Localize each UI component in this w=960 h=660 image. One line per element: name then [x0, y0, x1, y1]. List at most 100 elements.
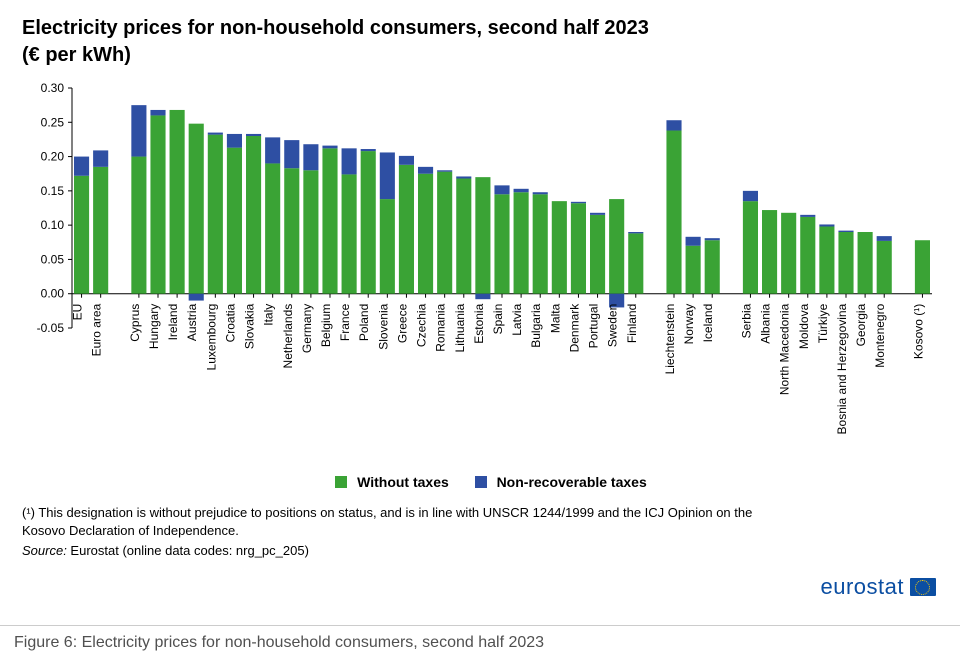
- bar-non-recoverable-taxes: [74, 157, 89, 176]
- bar-without-taxes: [170, 110, 185, 294]
- bar-non-recoverable-taxes: [208, 133, 223, 135]
- x-tick-label: Belgium: [319, 304, 333, 347]
- bar-without-taxes: [322, 148, 337, 293]
- y-tick-label: 0.15: [41, 184, 65, 198]
- x-tick-label: Czechia: [415, 303, 429, 347]
- bar-without-taxes: [456, 179, 471, 294]
- bar-without-taxes: [609, 199, 624, 294]
- bar-without-taxes: [74, 176, 89, 294]
- bar-without-taxes: [208, 135, 223, 294]
- x-tick-label: France: [338, 303, 352, 341]
- source-prefix: Source:: [22, 543, 70, 558]
- x-tick-label: Denmark: [567, 303, 581, 353]
- bar-without-taxes: [705, 240, 720, 293]
- bar-non-recoverable-taxes: [246, 134, 261, 136]
- bar-non-recoverable-taxes: [284, 140, 299, 168]
- x-tick-label: Euro area: [90, 303, 104, 356]
- bar-without-taxes: [475, 177, 490, 294]
- bar-without-taxes: [533, 194, 548, 293]
- bar-non-recoverable-taxes: [93, 150, 108, 166]
- x-tick-label: Montenegro: [873, 303, 887, 367]
- bar-without-taxes: [227, 148, 242, 294]
- bar-non-recoverable-taxes: [265, 137, 280, 163]
- bar-non-recoverable-taxes: [380, 152, 395, 199]
- bar-non-recoverable-taxes: [361, 149, 376, 151]
- y-tick-label: 0.20: [41, 150, 65, 164]
- bar-non-recoverable-taxes: [743, 191, 758, 201]
- bar-without-taxes: [131, 157, 146, 294]
- bar-without-taxes: [858, 232, 873, 294]
- bar-without-taxes: [437, 172, 452, 294]
- x-tick-label: Netherlands: [281, 304, 295, 369]
- bar-non-recoverable-taxes: [819, 224, 834, 226]
- source-line: Source: Eurostat (online data codes: nrg…: [22, 543, 938, 558]
- bar-non-recoverable-taxes: [456, 176, 471, 178]
- legend-label-non-recoverable-taxes: Non-recoverable taxes: [497, 474, 647, 490]
- bar-without-taxes: [284, 168, 299, 293]
- bar-non-recoverable-taxes: [131, 105, 146, 156]
- bar-without-taxes: [800, 217, 815, 294]
- x-tick-label: Spain: [491, 304, 505, 335]
- x-tick-label: Poland: [357, 304, 371, 341]
- x-tick-label: Norway: [682, 304, 696, 345]
- bar-without-taxes: [552, 201, 567, 294]
- page: Electricity prices for non-household con…: [0, 0, 960, 660]
- x-tick-label: Croatia: [223, 303, 237, 342]
- bar-without-taxes: [189, 124, 204, 294]
- bar-non-recoverable-taxes: [533, 192, 548, 194]
- bar-without-taxes: [628, 233, 643, 293]
- bar-non-recoverable-taxes: [189, 294, 204, 301]
- x-tick-label: North Macedonia: [778, 303, 792, 395]
- bar-without-taxes: [781, 213, 796, 294]
- bar-without-taxes: [762, 210, 777, 294]
- bar-without-taxes: [399, 165, 414, 294]
- stacked-bar-chart: -0.050.000.050.100.150.200.250.30EUEuro …: [22, 82, 938, 462]
- divider: [0, 625, 960, 626]
- bar-without-taxes: [246, 136, 261, 294]
- y-tick-label: 0.00: [41, 287, 65, 301]
- bar-without-taxes: [418, 174, 433, 294]
- x-tick-label: Ireland: [166, 304, 180, 341]
- bar-without-taxes: [494, 194, 509, 293]
- bar-without-taxes: [93, 167, 108, 294]
- x-tick-label: Cyprus: [128, 304, 142, 342]
- x-tick-label: Serbia: [739, 303, 753, 338]
- bar-without-taxes: [303, 170, 318, 293]
- x-tick-label: Estonia: [472, 303, 486, 343]
- y-tick-label: 0.30: [41, 82, 65, 95]
- x-tick-label: Portugal: [587, 304, 601, 349]
- bar-non-recoverable-taxes: [475, 294, 490, 299]
- x-tick-label: Slovenia: [376, 303, 390, 349]
- x-tick-label: Greece: [395, 303, 409, 343]
- x-tick-label: Bosnia and Herzegovina: [835, 303, 849, 434]
- bar-non-recoverable-taxes: [877, 236, 892, 241]
- bar-without-taxes: [686, 246, 701, 294]
- bar-non-recoverable-taxes: [150, 110, 165, 115]
- bar-non-recoverable-taxes: [322, 146, 337, 149]
- bar-without-taxes: [342, 174, 357, 293]
- chart-title-line1: Electricity prices for non-household con…: [22, 16, 938, 41]
- bar-without-taxes: [590, 215, 605, 294]
- bar-without-taxes: [380, 199, 395, 294]
- bar-non-recoverable-taxes: [342, 148, 357, 174]
- bar-without-taxes: [666, 131, 681, 294]
- x-tick-label: Romania: [434, 303, 448, 351]
- bar-without-taxes: [361, 151, 376, 294]
- figure-caption: Figure 6: Electricity prices for non-hou…: [14, 634, 544, 652]
- x-tick-label: Finland: [625, 304, 639, 343]
- x-tick-label: Hungary: [147, 304, 161, 349]
- bar-non-recoverable-taxes: [686, 237, 701, 246]
- x-tick-label: Germany: [300, 304, 314, 353]
- legend-swatch-non-recoverable-taxes: [475, 476, 487, 488]
- chart-area: -0.050.000.050.100.150.200.250.30EUEuro …: [22, 82, 938, 462]
- source-text: Eurostat (online data codes: nrg_pc_205): [70, 543, 309, 558]
- x-tick-label: Liechtenstein: [663, 304, 677, 375]
- x-tick-label: Türkiye: [816, 303, 830, 343]
- x-tick-label: Austria: [185, 303, 199, 341]
- x-tick-label: Italy: [262, 304, 276, 326]
- bar-non-recoverable-taxes: [514, 189, 529, 192]
- y-tick-label: 0.25: [41, 115, 65, 129]
- bar-non-recoverable-taxes: [418, 167, 433, 174]
- x-tick-label: Moldova: [797, 303, 811, 349]
- x-tick-label: Luxembourg: [204, 304, 218, 371]
